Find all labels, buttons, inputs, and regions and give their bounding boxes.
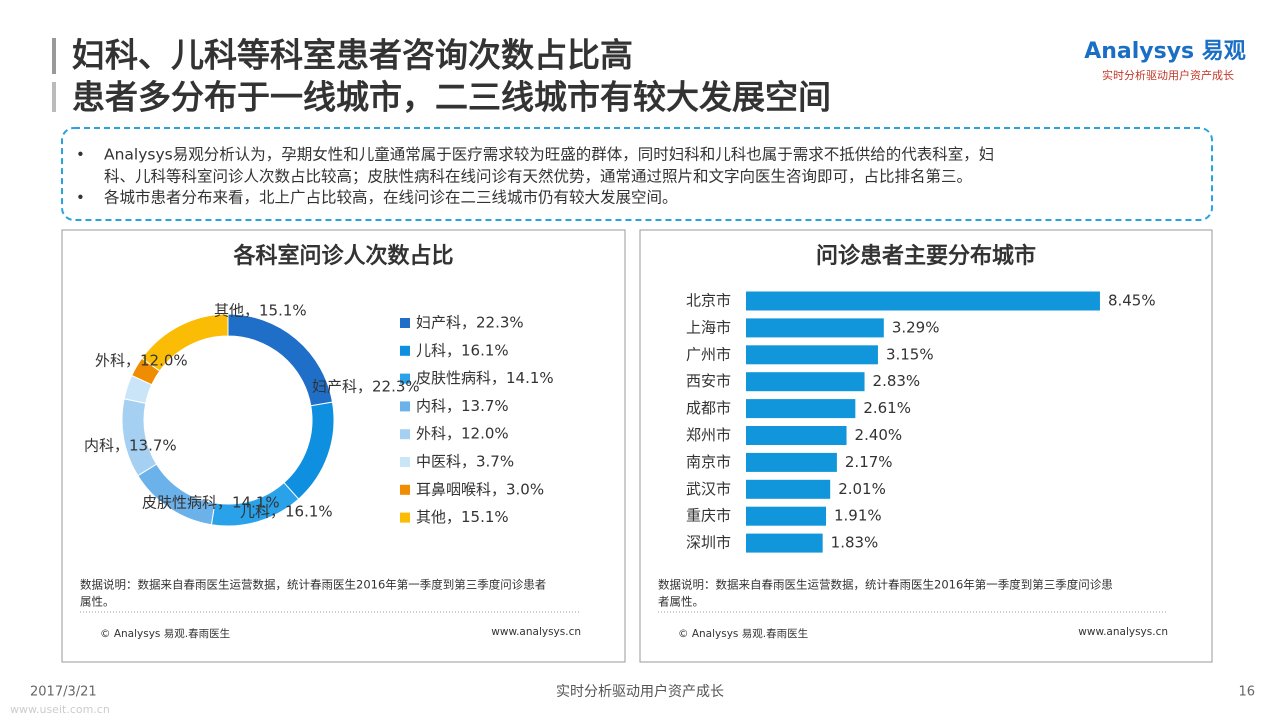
category-label: 成都市 <box>686 399 731 417</box>
logo: Analysys 易观 <box>1084 39 1246 64</box>
legend-label: 内科，13.7% <box>416 397 509 415</box>
category-label: 广州市 <box>686 345 731 363</box>
legend-label: 妇产科，22.3% <box>416 314 524 332</box>
title: 妇科、儿科等科室患者咨询次数占比高 <box>72 36 633 75</box>
bar <box>746 318 884 338</box>
legend-label: 外科，12.0% <box>416 425 509 443</box>
donut-slice <box>141 313 229 372</box>
chart-title: 各科室问诊人次数占比 <box>232 243 453 269</box>
category-label: 西安市 <box>686 372 731 390</box>
slice-label: 内科，13.7% <box>84 437 177 455</box>
legend-swatch <box>400 318 410 328</box>
value-label: 1.83% <box>831 534 879 552</box>
legend-swatch <box>400 401 410 412</box>
value-label: 2.01% <box>838 480 886 498</box>
data-note: 者属性。 <box>658 595 704 609</box>
bar <box>746 291 1100 311</box>
legend-label: 儿科，16.1% <box>416 341 509 359</box>
category-label: 上海市 <box>686 318 731 336</box>
value-label: 8.45% <box>1108 292 1156 310</box>
category-label: 深圳市 <box>686 534 731 552</box>
website: www.analysys.cn <box>1078 626 1168 638</box>
panel <box>61 229 626 663</box>
source: © Analysys 易观.春雨医生 <box>100 627 230 640</box>
source: © Analysys 易观.春雨医生 <box>678 627 808 640</box>
legend-swatch <box>400 484 410 495</box>
category-label: 南京市 <box>686 453 731 471</box>
legend-swatch <box>400 373 410 384</box>
category-label: 重庆市 <box>686 507 731 525</box>
legend-swatch <box>400 512 410 523</box>
data-note: 数据说明：数据来自春雨医生运营数据，统计春雨医生2016年第一季度到第三季度问诊… <box>80 578 546 592</box>
bullet-text: 各城市患者分布来看，北上广占比较高，在线问诊在二三线城市仍有较大发展空间。 <box>104 189 678 207</box>
legend-swatch <box>400 429 410 440</box>
page-number: 16 <box>1238 685 1255 700</box>
legend-swatch <box>400 457 410 467</box>
summary-box <box>61 127 1213 221</box>
bar <box>746 345 878 365</box>
title-bar <box>52 38 56 74</box>
value-label: 2.61% <box>863 399 911 417</box>
slice-label: 妇产科，22.3% <box>312 378 420 396</box>
panel <box>639 229 1213 663</box>
bar <box>746 452 837 472</box>
value-label: 2.83% <box>873 372 921 390</box>
date: 2017/3/21 <box>30 685 97 700</box>
bar <box>746 506 827 526</box>
category-label: 郑州市 <box>686 426 731 444</box>
slice-label: 其他，15.1% <box>214 302 307 320</box>
donut-slice <box>283 401 335 500</box>
watermark: www.useit.com.cn <box>10 703 110 716</box>
bullet-text: 科、儿科等科室问诊人次数占比较高；皮肤性病科在线问诊有天然优势，通常通过照片和文… <box>104 168 972 186</box>
legend-label: 耳鼻咽喉科，3.0% <box>416 480 544 498</box>
data-note: 数据说明：数据来自春雨医生运营数据，统计春雨医生2016年第一季度到第三季度问诊… <box>658 578 1113 592</box>
website: www.analysys.cn <box>491 626 581 638</box>
bullet-dot: • <box>76 146 85 164</box>
slice-label: 外科，12.0% <box>95 352 188 370</box>
title-bar <box>52 82 56 112</box>
value-label: 3.15% <box>886 345 934 363</box>
legend-label: 中医科，3.7% <box>416 453 514 471</box>
bar <box>746 399 856 419</box>
slice-label: 儿科，16.1% <box>240 503 333 521</box>
category-label: 武汉市 <box>686 480 731 498</box>
legend-label: 其他，15.1% <box>416 508 509 526</box>
bar <box>746 426 847 445</box>
legend-label: 皮肤性病科，14.1% <box>416 369 554 387</box>
bar <box>746 533 823 553</box>
tagline: 实时分析驱动用户资产成长 <box>1102 68 1234 82</box>
bullet-dot: • <box>76 189 85 207</box>
legend-swatch <box>400 345 410 356</box>
bullet-text: Analysys易观分析认为，孕期女性和儿童通常属于医疗需求较为旺盛的群体，同时… <box>104 145 994 164</box>
value-label: 3.29% <box>892 318 940 336</box>
slogan: 实时分析驱动用户资产成长 <box>556 683 724 700</box>
value-label: 2.40% <box>855 426 903 444</box>
slice-label: 皮肤性病科，14.1% <box>142 494 280 512</box>
value-label: 1.91% <box>834 507 882 525</box>
bar <box>746 479 831 499</box>
title: 患者多分布于一线城市，二三线城市有较大发展空间 <box>72 78 831 117</box>
bar <box>746 372 865 392</box>
value-label: 2.17% <box>845 453 893 471</box>
data-note: 属性。 <box>80 595 115 609</box>
chart-title: 问诊患者主要分布城市 <box>816 243 1036 269</box>
category-label: 北京市 <box>686 292 731 310</box>
